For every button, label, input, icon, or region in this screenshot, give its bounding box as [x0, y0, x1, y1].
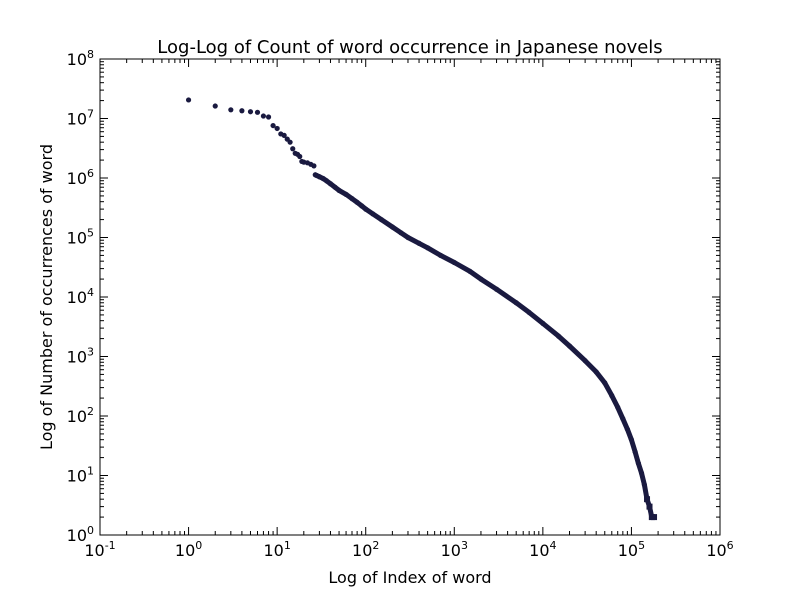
data-point — [405, 234, 411, 241]
data-point — [467, 268, 473, 274]
data-point — [540, 320, 546, 326]
data-point — [646, 503, 653, 510]
data-point — [297, 153, 303, 160]
data-point — [593, 369, 599, 375]
data-point — [513, 300, 519, 306]
scatter-points — [185, 97, 658, 521]
data-point — [281, 132, 287, 138]
data-point — [609, 393, 615, 399]
x-axis-label: Log of Index of word — [328, 568, 491, 587]
data-point — [638, 470, 645, 476]
data-point — [359, 203, 365, 209]
data-point — [343, 191, 349, 198]
data-point — [363, 206, 369, 212]
chart-title: Log-Log of Count of word occurrence in J… — [157, 37, 662, 58]
x-axis-ticks: 10-1 100 101 102 103 104 105 106 — [84, 59, 734, 560]
data-point — [254, 109, 261, 115]
y-tick-label: 100 — [67, 524, 94, 545]
data-point — [323, 178, 330, 184]
data-point — [641, 482, 647, 488]
data-point — [493, 286, 500, 292]
data-point — [265, 114, 272, 120]
data-point — [478, 276, 484, 282]
data-point — [349, 196, 355, 202]
data-point — [635, 460, 642, 466]
data-point — [336, 187, 342, 193]
data-point — [354, 199, 360, 205]
x-tick-label: 104 — [529, 539, 556, 560]
x-tick-label: 106 — [706, 539, 733, 560]
y-tick-label: 104 — [67, 286, 94, 307]
data-point — [526, 309, 532, 316]
x-tick-label: 102 — [352, 539, 379, 560]
data-point — [389, 224, 395, 230]
data-point — [620, 416, 626, 422]
data-point — [370, 211, 376, 217]
x-tick-label: 100 — [175, 539, 202, 560]
data-point — [398, 230, 404, 236]
data-point — [651, 514, 658, 521]
data-point — [632, 449, 638, 455]
y-tick-label: 108 — [67, 48, 94, 69]
data-point — [274, 125, 280, 132]
data-point — [290, 146, 296, 152]
data-point — [582, 358, 588, 364]
data-point — [615, 404, 621, 410]
data-point — [311, 163, 317, 169]
x-tick-label: 105 — [618, 539, 645, 560]
data-point — [228, 107, 234, 113]
data-point — [287, 139, 293, 145]
data-point — [628, 437, 635, 443]
y-tick-label: 105 — [67, 227, 94, 248]
x-tick-label: 103 — [441, 539, 468, 560]
data-point — [624, 426, 630, 432]
data-point — [644, 496, 651, 503]
data-point — [451, 259, 457, 266]
data-point — [378, 216, 384, 223]
data-point — [555, 333, 562, 339]
y-tick-label: 107 — [67, 108, 94, 129]
data-point — [416, 240, 422, 246]
data-point — [327, 181, 334, 187]
data-point — [437, 252, 444, 259]
dense-point-trail — [312, 172, 657, 520]
data-point — [270, 122, 276, 129]
data-point — [239, 108, 245, 114]
x-tick-label: 10-1 — [84, 539, 115, 560]
data-point — [332, 184, 338, 190]
y-tick-label: 103 — [67, 346, 94, 367]
data-point — [425, 245, 431, 251]
y-tick-label: 106 — [67, 167, 94, 188]
y-tick-label: 101 — [67, 465, 94, 486]
data-point — [260, 113, 267, 119]
data-point — [185, 97, 192, 103]
y-tick-label: 102 — [67, 405, 94, 426]
x-tick-label: 101 — [263, 539, 290, 560]
y-axis-label: Log of Number of occurrences of word — [37, 144, 56, 450]
data-point — [247, 109, 254, 115]
data-point — [602, 380, 608, 386]
data-point — [566, 343, 573, 349]
y-axis-ticks: 100 101 102 103 104 105 106 107 108 — [67, 48, 720, 545]
data-point — [212, 103, 218, 109]
